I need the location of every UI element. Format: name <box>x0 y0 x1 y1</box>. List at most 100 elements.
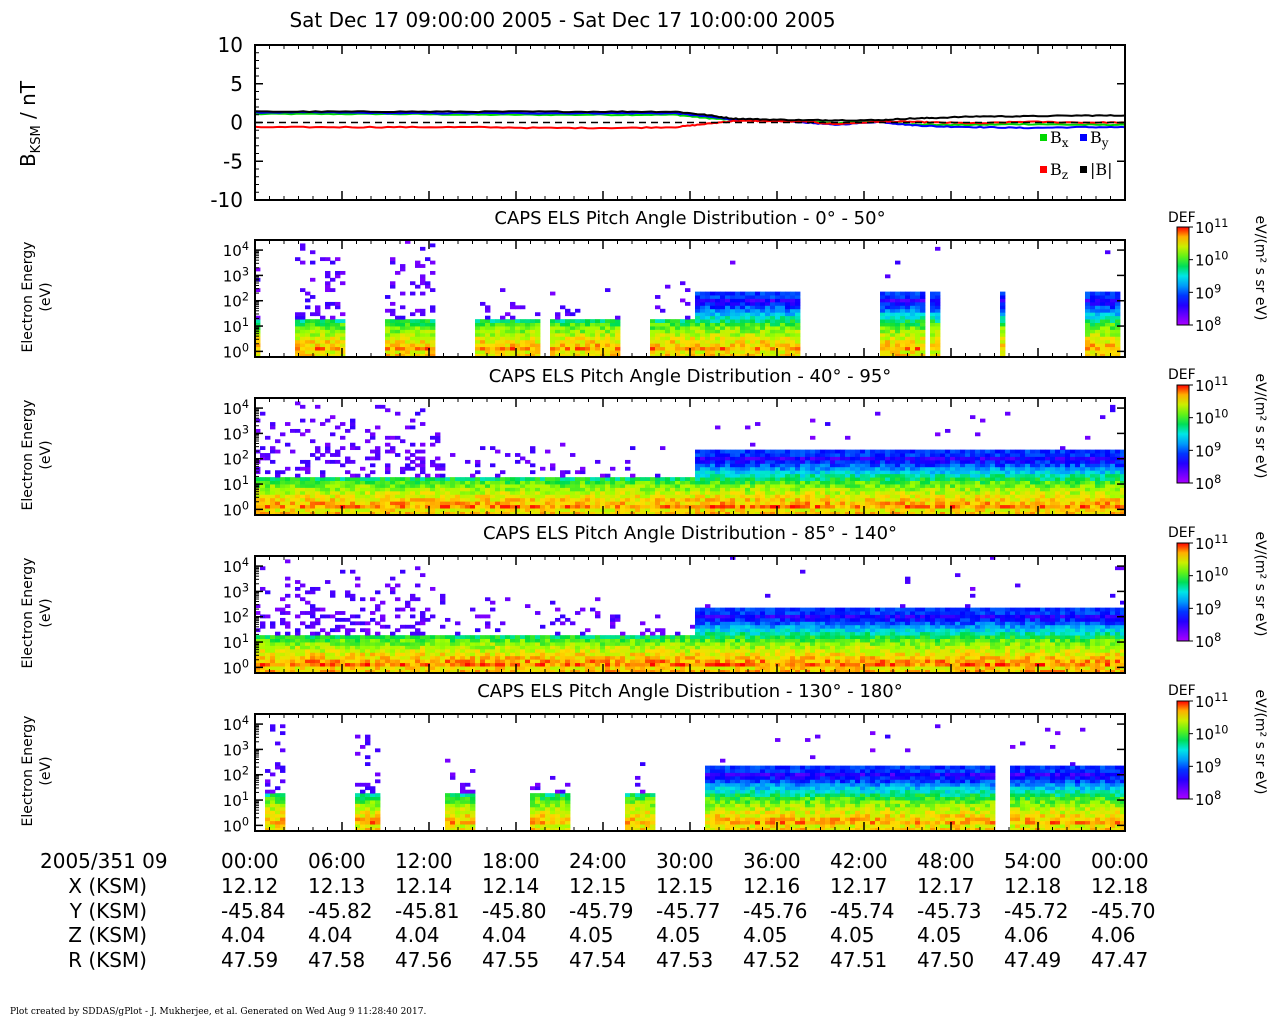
spectrogram-cell <box>600 332 606 337</box>
spectrogram-cell <box>865 501 871 506</box>
spectrogram-cell <box>345 428 351 433</box>
spectrogram-cell <box>505 353 511 358</box>
spectrogram-cell <box>865 497 871 502</box>
spectrogram-cell <box>340 319 346 323</box>
spectrogram-cell <box>675 504 681 509</box>
spectrogram-cell <box>950 484 956 488</box>
spectrogram-cell <box>710 319 716 323</box>
spectrogram-cell <box>420 466 426 471</box>
ephemeris-value: 12.18 <box>1091 874 1149 898</box>
spectrogram-cell <box>745 473 751 478</box>
spectrogram-cell <box>610 339 616 344</box>
spectrogram-cell <box>625 484 631 488</box>
spectrogram-cell <box>795 350 801 354</box>
spectrogram-cell <box>600 319 606 323</box>
spectrogram-cell <box>300 642 306 646</box>
spectrogram-cell <box>890 329 896 334</box>
spectrogram-cell <box>420 422 426 426</box>
spectrogram-cell <box>670 332 676 337</box>
spectrogram-cell <box>570 501 576 506</box>
spectrogram-cell <box>1105 508 1111 512</box>
spectrogram-cell <box>845 487 851 492</box>
spectrogram-cell <box>1005 480 1011 485</box>
spectrogram-cell <box>880 504 886 509</box>
spectrogram-cell <box>1120 470 1126 475</box>
spectrogram-cell <box>315 353 321 358</box>
spectrogram-cell <box>780 466 786 471</box>
spectrogram-cell <box>350 487 356 492</box>
spectrogram-cell <box>785 463 791 468</box>
spectrogram-cell <box>315 501 321 506</box>
spectrogram-cell <box>505 319 511 323</box>
spectrogram-cell <box>375 484 381 488</box>
spectrogram-cell <box>885 466 891 471</box>
spectrogram-cell <box>260 659 266 664</box>
spectrogram-cell <box>430 501 436 506</box>
spectrogram-cell <box>680 298 686 303</box>
spectrogram-cell <box>915 511 921 516</box>
spectrogram-cell <box>760 301 766 306</box>
spectrogram-cell <box>735 494 741 499</box>
spectrogram-cell <box>305 487 311 492</box>
spectrogram-cell <box>985 466 991 471</box>
spectrogram-cell <box>1030 463 1036 468</box>
spectrogram-cell <box>295 511 301 516</box>
spectrogram-cell <box>715 477 721 481</box>
spectrogram-cell <box>1045 484 1051 488</box>
spectrogram-cell <box>365 480 371 485</box>
spectrogram-cell <box>865 473 871 478</box>
spectrogram-cell <box>780 463 786 468</box>
spectrogram-cell <box>320 353 326 358</box>
spectrogram-cell <box>665 353 671 358</box>
spectrogram-cell <box>930 298 936 303</box>
spectrogram-cell <box>975 484 981 488</box>
spectrogram-cell <box>720 329 726 334</box>
spectrogram-cell <box>780 322 786 327</box>
spectrogram-cell <box>770 308 776 313</box>
spectrogram-cell <box>895 470 901 475</box>
spectrogram-cell <box>380 655 386 660</box>
spectrogram-cell <box>775 301 781 306</box>
spectrogram-cell <box>890 301 896 306</box>
spectrogram-cell <box>325 332 331 337</box>
spectrogram-cell <box>980 504 986 509</box>
spectrogram-cell <box>385 319 391 323</box>
spectrogram-cell <box>865 449 871 454</box>
spectrogram-cell <box>940 463 946 468</box>
spectrogram-cell <box>295 343 301 348</box>
spectrogram-cell <box>550 319 556 323</box>
spectrogram-cell <box>500 504 506 509</box>
spectrogram-cell <box>695 343 701 348</box>
spectrogram-cell <box>895 301 901 306</box>
spectrogram-cell <box>900 466 906 471</box>
spectrogram-cell <box>405 336 411 341</box>
spectrogram-cell <box>335 329 341 334</box>
spectrogram-cell <box>695 305 701 310</box>
spectrogram-cell <box>585 508 591 512</box>
spectrogram-cell <box>940 459 946 464</box>
spectrogram-cell <box>505 494 511 499</box>
spectrogram-cell <box>985 497 991 502</box>
spectrogram-cell <box>1105 456 1111 461</box>
spectrogram-cell <box>460 501 466 506</box>
spectrogram-cell <box>855 511 861 516</box>
spectrogram-cell <box>340 480 346 485</box>
spectrogram-cell <box>740 494 746 499</box>
spectrogram-cell <box>1080 490 1086 495</box>
spectrogram-cell <box>775 319 781 323</box>
spectrogram-cell <box>445 497 451 502</box>
spectrogram-cell <box>1110 329 1116 334</box>
spectrogram-cell <box>430 343 436 348</box>
spectrogram-cell <box>550 326 556 330</box>
spectrogram-cell <box>930 315 936 320</box>
spectrogram-cell <box>355 487 361 492</box>
spectrogram-cell <box>750 511 756 516</box>
spectrogram-cell <box>690 322 696 327</box>
spectrogram-cell <box>1110 326 1116 330</box>
spectrogram-cell <box>730 456 736 461</box>
spectrogram-cell <box>675 501 681 506</box>
spectrogram-cell <box>890 319 896 323</box>
spectrogram-cell <box>1060 466 1066 471</box>
spectrogram-cell <box>660 494 666 499</box>
spectrogram-cell <box>995 473 1001 478</box>
